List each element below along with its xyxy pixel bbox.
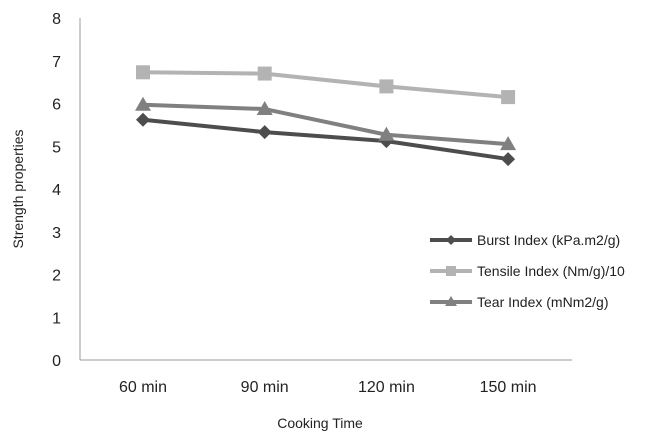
y-tick-label: 1 bbox=[52, 310, 61, 327]
data-point bbox=[136, 112, 150, 127]
y-tick-label: 7 bbox=[52, 54, 61, 71]
legend-item: Tensile Index (Nm/g)/10 bbox=[430, 263, 625, 279]
legend: Burst Index (kPa.m2/g) Tensile Index (Nm/… bbox=[430, 232, 625, 310]
y-tick-label: 8 bbox=[52, 11, 61, 28]
y-tick-label: 2 bbox=[52, 268, 61, 285]
legend-swatch-marker bbox=[445, 296, 457, 306]
data-point bbox=[500, 136, 517, 151]
legend-label: Tear Index (mNm2/g) bbox=[477, 294, 608, 310]
y-tick-labels: 0 1 2 3 4 5 6 7 8 bbox=[52, 11, 61, 370]
series-line bbox=[142, 102, 509, 147]
legend-label: Burst Index (kPa.m2/g) bbox=[477, 232, 620, 248]
series-2 bbox=[136, 65, 516, 105]
y-tick-label: 6 bbox=[52, 97, 61, 114]
legend-item: Burst Index (kPa.m2/g) bbox=[430, 232, 620, 248]
data-point bbox=[501, 90, 516, 105]
axes bbox=[79, 18, 572, 361]
data-point bbox=[257, 125, 272, 140]
series-1 bbox=[136, 112, 516, 167]
y-axis-title: Strength properties bbox=[10, 129, 26, 248]
series-3 bbox=[135, 96, 517, 151]
data-point bbox=[378, 126, 395, 141]
legend-swatch-marker bbox=[446, 266, 456, 276]
series-layer bbox=[135, 65, 517, 167]
y-tick-label: 3 bbox=[52, 225, 61, 242]
y-tick-label: 5 bbox=[52, 139, 61, 156]
x-tick-label: 120 min bbox=[358, 379, 415, 396]
y-tick-label: 4 bbox=[52, 182, 61, 199]
series-line bbox=[142, 70, 509, 100]
legend-item: Tear Index (mNm2/g) bbox=[430, 294, 608, 310]
data-point bbox=[379, 79, 394, 94]
data-point bbox=[501, 152, 516, 167]
data-point bbox=[136, 65, 150, 80]
data-point bbox=[135, 96, 151, 111]
x-tick-label: 90 min bbox=[241, 379, 289, 396]
y-tick-label: 0 bbox=[52, 353, 61, 370]
legend-swatch-marker bbox=[446, 235, 456, 245]
x-tick-labels: 60 min 90 min 120 min 150 min bbox=[119, 379, 537, 396]
data-point bbox=[257, 66, 272, 81]
x-tick-label: 60 min bbox=[119, 379, 167, 396]
x-axis-title: Cooking Time bbox=[277, 415, 363, 431]
data-point bbox=[256, 101, 273, 116]
series-line bbox=[142, 117, 509, 162]
legend-label: Tensile Index (Nm/g)/10 bbox=[477, 263, 625, 279]
x-tick-label: 150 min bbox=[480, 379, 537, 396]
